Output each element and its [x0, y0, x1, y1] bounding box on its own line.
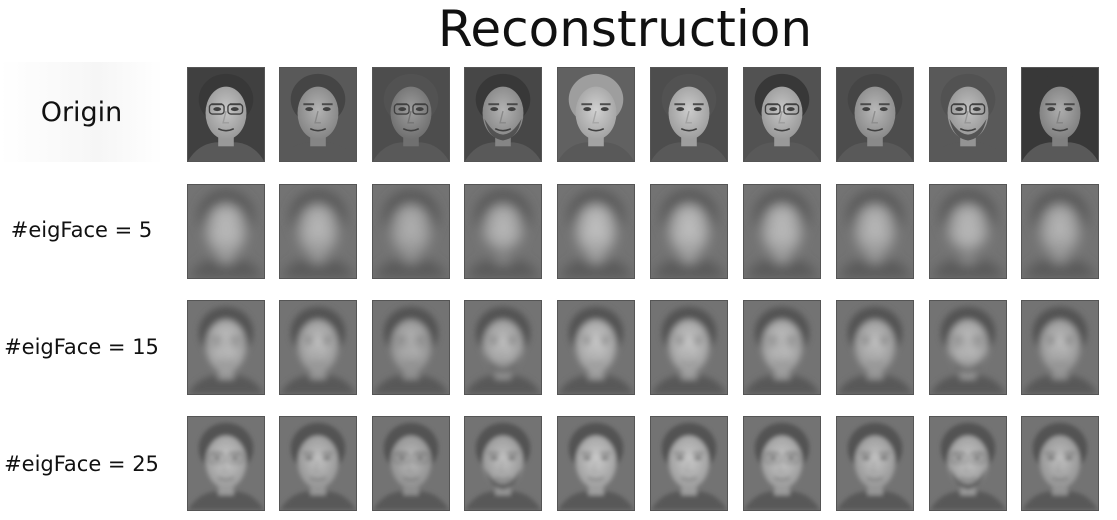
face-image-eig25-7 — [743, 416, 821, 511]
face-image-eig15-5 — [557, 300, 635, 395]
face-image-eig25-10 — [1021, 416, 1099, 511]
face-image-origin-3 — [372, 67, 450, 162]
face-image-eig15-6 — [650, 300, 728, 395]
face-image-origin-4 — [464, 67, 542, 162]
face-image-eig25-9 — [929, 416, 1007, 511]
face-image-eig5-5 — [557, 184, 635, 279]
face-image-origin-2 — [279, 67, 357, 162]
face-image-eig5-3 — [372, 184, 450, 279]
face-image-eig25-6 — [650, 416, 728, 511]
face-image-origin-10 — [1021, 67, 1099, 162]
row-label-origin: Origin — [0, 62, 163, 162]
face-image-origin-9 — [929, 67, 1007, 162]
face-image-origin-6 — [650, 67, 728, 162]
face-image-origin-5 — [557, 67, 635, 162]
face-image-eig5-10 — [1021, 184, 1099, 279]
face-image-eig15-3 — [372, 300, 450, 395]
face-image-eig15-4 — [464, 300, 542, 395]
face-image-eig5-1 — [187, 184, 265, 279]
face-image-eig15-9 — [929, 300, 1007, 395]
face-image-eig15-7 — [743, 300, 821, 395]
row-label-eig5: #eigFace = 5 — [10, 218, 153, 242]
face-image-eig15-2 — [279, 300, 357, 395]
face-image-eig5-6 — [650, 184, 728, 279]
face-image-eig15-10 — [1021, 300, 1099, 395]
face-image-eig5-9 — [929, 184, 1007, 279]
face-image-origin-1 — [187, 67, 265, 162]
face-image-eig15-1 — [187, 300, 265, 395]
face-image-eig5-7 — [743, 184, 821, 279]
row-label-eig15: #eigFace = 15 — [4, 335, 159, 359]
face-image-eig25-3 — [372, 416, 450, 511]
face-image-eig5-4 — [464, 184, 542, 279]
face-image-eig25-4 — [464, 416, 542, 511]
face-image-eig15-8 — [836, 300, 914, 395]
face-image-eig5-2 — [279, 184, 357, 279]
row-label-eig25: #eigFace = 25 — [4, 452, 159, 476]
face-image-eig25-1 — [187, 416, 265, 511]
face-image-origin-7 — [743, 67, 821, 162]
face-image-origin-8 — [836, 67, 914, 162]
face-image-eig5-8 — [836, 184, 914, 279]
figure-title: Reconstruction — [437, 0, 813, 58]
face-image-eig25-5 — [557, 416, 635, 511]
face-image-eig25-8 — [836, 416, 914, 511]
face-image-eig25-2 — [279, 416, 357, 511]
